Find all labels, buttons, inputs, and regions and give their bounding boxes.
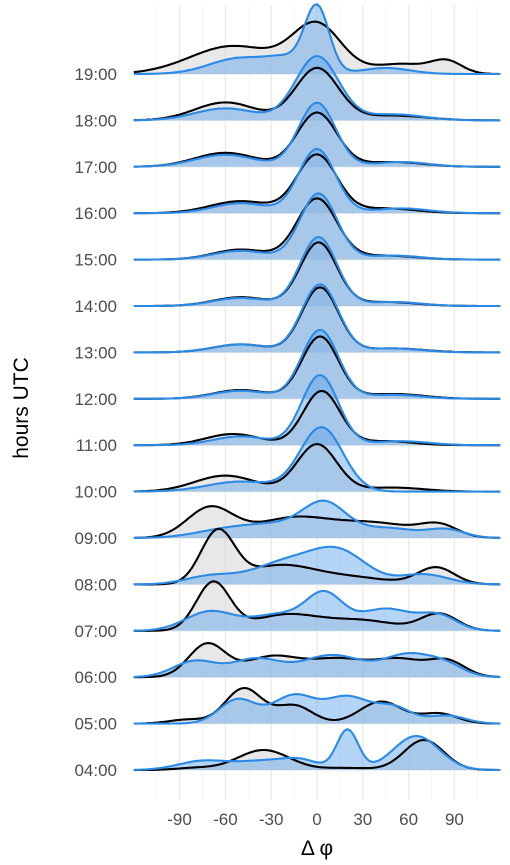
ridge-row-18:00 (133, 54, 501, 122)
ridge-line-series-a (133, 442, 501, 493)
ridge-line-series-b (133, 545, 501, 586)
ridge-area-series-b (133, 193, 501, 260)
y-tick-label: 18:00 (74, 111, 117, 130)
ridge-area-series-b (133, 102, 501, 167)
ridge-row-16:00 (133, 147, 501, 215)
ridge-row-13:00 (133, 283, 501, 354)
y-tick-label: 12:00 (74, 390, 117, 409)
ridge-line-series-b (133, 147, 501, 215)
x-tick-label: -60 (213, 810, 238, 829)
ridge-row-11:00 (133, 373, 501, 447)
ridge-line-series-b (133, 589, 501, 632)
ridge-line-series-b (133, 693, 501, 725)
ridge-row-09:00 (133, 499, 501, 539)
ridge-area-series-b (133, 237, 501, 306)
ridge-area-series-b (133, 284, 501, 353)
ridge-line-series-b (133, 283, 501, 354)
ridge-area-series-a (133, 287, 501, 353)
y-tick-label: 19:00 (74, 65, 117, 84)
ridge-line-series-b (133, 101, 501, 168)
ridge-area-series-a (133, 740, 501, 770)
ridge-row-12:00 (133, 328, 501, 400)
ridge-row-10:00 (133, 426, 501, 493)
x-axis-title: Δ φ (301, 837, 333, 860)
ridge-line-series-b (133, 3, 501, 76)
y-tick-label: 04:00 (74, 761, 117, 780)
x-tick-label: 0 (312, 810, 321, 829)
x-tick-label: 30 (353, 810, 372, 829)
ridge-row-06:00 (133, 642, 501, 679)
ridge-line-series-a (133, 738, 501, 772)
ridge-area-series-a (133, 391, 501, 446)
ridge-area-series-b (133, 375, 501, 446)
ridge-row-05:00 (133, 686, 501, 725)
ridge-area-series-b (133, 694, 501, 724)
ridge-area-series-a (133, 198, 501, 260)
ridge-row-14:00 (133, 236, 501, 308)
y-tick-label: 14:00 (74, 297, 117, 316)
y-tick-label: 17:00 (74, 158, 117, 177)
y-tick-label: 16:00 (74, 204, 117, 223)
ridge-line-series-b (133, 328, 501, 400)
ridge-row-08:00 (133, 527, 501, 586)
ridge-area-series-a (133, 688, 501, 724)
ridge-line-series-b (133, 54, 501, 122)
y-tick-label: 06:00 (74, 668, 117, 687)
ridge-line-series-a (133, 686, 501, 725)
ridge-line-series-b (133, 426, 501, 493)
ridge-row-07:00 (133, 580, 501, 632)
ridge-area-series-b (133, 427, 501, 492)
ridge-area-series-b (133, 590, 501, 631)
ridge-layers (133, 3, 501, 772)
y-tick-label: 09:00 (74, 529, 117, 548)
ridge-line-series-b (133, 728, 501, 772)
ridge-line-series-b (133, 651, 501, 679)
ridge-area-series-a (133, 67, 501, 121)
x-tick-label: -30 (259, 810, 284, 829)
y-axis-title: hours UTC (10, 357, 33, 459)
ridge-area-series-b (133, 4, 501, 75)
ridge-area-series-a (133, 154, 501, 214)
y-tick-label: 07:00 (74, 622, 117, 641)
ridge-area-series-a (133, 242, 501, 306)
ridge-row-04:00 (133, 728, 501, 772)
ridge-row-19:00 (133, 3, 501, 76)
x-tick-labels: -90 -60 -30 0 30 60 90 (167, 810, 464, 829)
ridge-line-series-a (133, 20, 501, 76)
ridge-area-series-a (133, 444, 501, 492)
ridge-line-series-b (133, 373, 501, 447)
y-tick-label: 05:00 (74, 715, 117, 734)
y-tick-labels: 04:00 05:00 06:00 07:00 08:00 09:00 10:00 11:00… (74, 65, 117, 780)
ridge-area-series-b (133, 729, 501, 770)
ridge-line-series-b (133, 236, 501, 308)
y-tick-label: 08:00 (74, 575, 117, 594)
y-tick-label: 13:00 (74, 343, 117, 362)
ridge-area-series-b (133, 329, 501, 399)
x-tick-label: -90 (167, 810, 192, 829)
y-tick-label: 11:00 (76, 436, 117, 455)
ridge-area-series-a (133, 643, 501, 678)
ridge-area-series-a (133, 581, 501, 631)
y-tick-label: 10:00 (74, 483, 117, 502)
ridge-line-series-b (133, 192, 501, 261)
ridge-area-series-a (133, 21, 501, 75)
ridge-area-series-b (133, 500, 501, 538)
ridge-row-17:00 (133, 101, 501, 168)
y-tick-label: 15:00 (74, 251, 117, 270)
x-tick-label: 90 (445, 810, 464, 829)
ridge-line-series-a (133, 527, 501, 586)
ridge-row-15:00 (133, 192, 501, 261)
ridge-line-series-b (133, 499, 501, 539)
ridge-area-series-b (133, 148, 501, 214)
ridge-area-series-a (133, 528, 501, 585)
ridge-area-series-a (133, 336, 501, 399)
x-tick-label: 60 (399, 810, 418, 829)
ridge-area-series-b (133, 56, 501, 121)
ridge-line-series-a (133, 505, 501, 539)
